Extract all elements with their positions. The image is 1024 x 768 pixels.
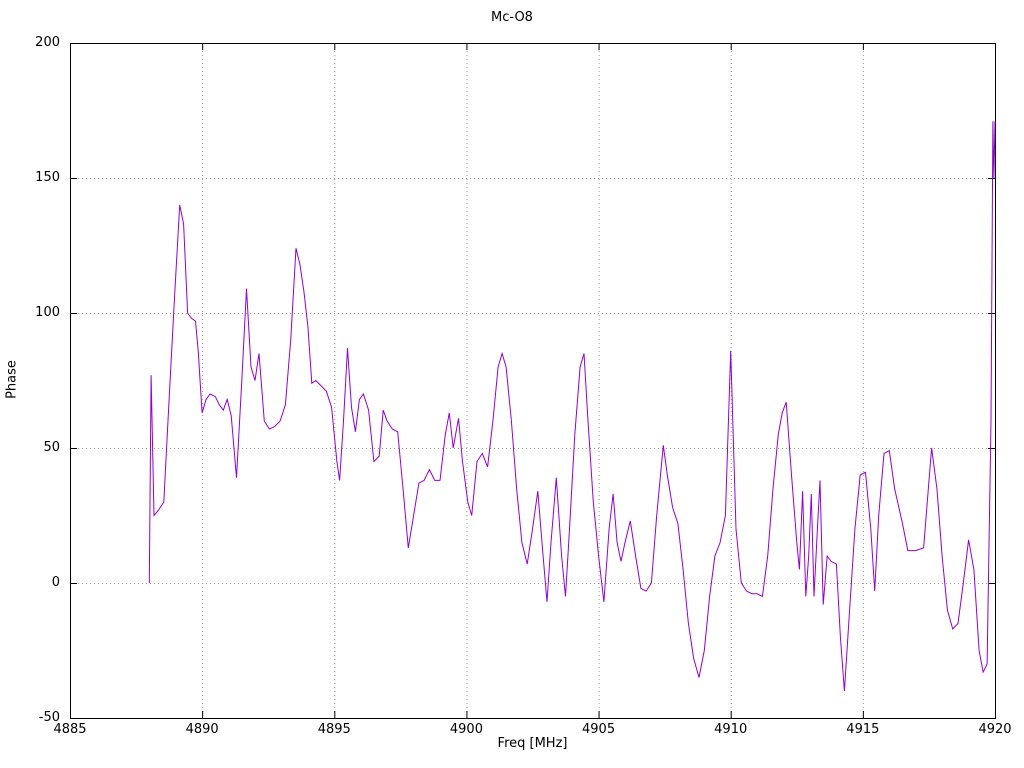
x-tick-label: 4885 bbox=[53, 722, 87, 737]
x-axis-label: Freq [MHz] bbox=[497, 736, 568, 751]
x-tick-label: 4915 bbox=[846, 722, 880, 737]
chart-title: Mc-O8 bbox=[491, 10, 533, 25]
plot-border bbox=[70, 43, 996, 719]
x-tick-label: 4910 bbox=[714, 722, 748, 737]
y-tick-label: 150 bbox=[35, 170, 60, 185]
x-tick-label: 4900 bbox=[449, 722, 483, 737]
y-tick-label: 50 bbox=[43, 440, 60, 455]
y-tick-label: 100 bbox=[35, 305, 60, 320]
y-tick-label: 0 bbox=[51, 575, 60, 590]
y-tick-label: -50 bbox=[38, 710, 60, 725]
x-tick-label: 4890 bbox=[185, 722, 219, 737]
x-tick-label: 4905 bbox=[582, 722, 616, 737]
x-tick-label: 4895 bbox=[317, 722, 351, 737]
phase-data-line bbox=[148, 121, 996, 692]
x-tick-label: 4920 bbox=[978, 722, 1012, 737]
y-axis-label: Phase bbox=[4, 360, 20, 399]
y-tick-label: 200 bbox=[35, 35, 60, 50]
